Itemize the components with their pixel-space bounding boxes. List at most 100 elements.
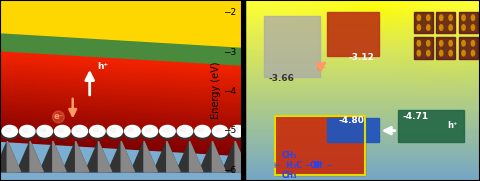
Polygon shape bbox=[0, 113, 242, 130]
Polygon shape bbox=[0, 58, 242, 74]
Bar bbox=[245, 147, 480, 149]
Bar bbox=[245, 93, 480, 95]
Circle shape bbox=[195, 125, 210, 137]
Circle shape bbox=[23, 128, 28, 132]
Polygon shape bbox=[0, 131, 242, 148]
Circle shape bbox=[212, 127, 228, 139]
Text: -3.66: -3.66 bbox=[268, 74, 294, 83]
Circle shape bbox=[72, 125, 87, 137]
Polygon shape bbox=[0, 89, 242, 105]
Text: h⁺: h⁺ bbox=[447, 121, 457, 130]
Text: ⊢  H₃C − N⁺ −: ⊢ H₃C − N⁺ − bbox=[274, 161, 333, 170]
Bar bbox=[245, 54, 480, 56]
Bar bbox=[245, 179, 480, 181]
Bar bbox=[245, 131, 480, 133]
Polygon shape bbox=[17, 141, 43, 172]
Circle shape bbox=[198, 128, 204, 132]
Ellipse shape bbox=[436, 23, 453, 40]
FancyBboxPatch shape bbox=[414, 37, 433, 59]
Circle shape bbox=[440, 15, 443, 20]
Polygon shape bbox=[0, 112, 242, 128]
Ellipse shape bbox=[349, 0, 399, 18]
Polygon shape bbox=[0, 123, 242, 139]
Bar bbox=[245, 111, 480, 113]
Bar bbox=[245, 118, 480, 120]
Bar bbox=[245, 109, 480, 111]
Circle shape bbox=[216, 128, 221, 132]
Bar bbox=[245, 2, 480, 5]
Polygon shape bbox=[0, 109, 242, 125]
Ellipse shape bbox=[365, 4, 383, 12]
Circle shape bbox=[160, 125, 175, 137]
Bar bbox=[245, 66, 480, 68]
Circle shape bbox=[417, 25, 420, 30]
Circle shape bbox=[125, 125, 140, 137]
Bar bbox=[245, 50, 480, 52]
Circle shape bbox=[142, 125, 157, 137]
Polygon shape bbox=[235, 141, 249, 172]
Polygon shape bbox=[0, 63, 242, 79]
Bar bbox=[245, 9, 480, 11]
Circle shape bbox=[5, 128, 11, 132]
Text: h⁺: h⁺ bbox=[97, 62, 108, 71]
Circle shape bbox=[75, 128, 81, 132]
Polygon shape bbox=[0, 70, 242, 86]
Bar bbox=[245, 122, 480, 125]
Bar bbox=[245, 163, 480, 165]
Ellipse shape bbox=[441, 28, 448, 35]
Bar bbox=[327, 118, 379, 142]
Bar bbox=[245, 59, 480, 61]
Polygon shape bbox=[154, 141, 180, 172]
FancyBboxPatch shape bbox=[436, 12, 456, 33]
Circle shape bbox=[427, 50, 430, 56]
Bar bbox=[245, 77, 480, 79]
Polygon shape bbox=[0, 128, 242, 144]
Bar bbox=[245, 25, 480, 27]
Polygon shape bbox=[98, 141, 112, 172]
Circle shape bbox=[229, 127, 246, 139]
Bar bbox=[245, 86, 480, 88]
Circle shape bbox=[19, 127, 36, 139]
Bar bbox=[245, 170, 480, 172]
Circle shape bbox=[462, 41, 465, 46]
Bar bbox=[245, 143, 480, 145]
Bar bbox=[245, 113, 480, 115]
FancyBboxPatch shape bbox=[459, 12, 478, 33]
Circle shape bbox=[177, 125, 193, 137]
Circle shape bbox=[462, 25, 465, 30]
Bar bbox=[245, 79, 480, 81]
Circle shape bbox=[180, 128, 186, 132]
Polygon shape bbox=[62, 141, 89, 172]
Circle shape bbox=[107, 127, 123, 139]
Bar bbox=[245, 20, 480, 23]
Polygon shape bbox=[131, 141, 157, 172]
Polygon shape bbox=[0, 55, 242, 71]
Bar bbox=[245, 88, 480, 90]
Circle shape bbox=[449, 41, 452, 46]
Polygon shape bbox=[121, 141, 134, 172]
Bar bbox=[245, 63, 480, 66]
Polygon shape bbox=[0, 107, 242, 123]
Circle shape bbox=[1, 127, 18, 139]
Circle shape bbox=[212, 125, 228, 137]
Circle shape bbox=[449, 50, 452, 56]
Circle shape bbox=[440, 25, 443, 30]
FancyBboxPatch shape bbox=[414, 12, 433, 33]
Bar bbox=[245, 151, 480, 154]
Polygon shape bbox=[0, 25, 242, 65]
Circle shape bbox=[462, 15, 465, 20]
Polygon shape bbox=[0, 133, 242, 149]
Polygon shape bbox=[0, 66, 242, 82]
Polygon shape bbox=[0, 45, 242, 61]
Bar bbox=[245, 95, 480, 97]
Polygon shape bbox=[0, 83, 242, 99]
Circle shape bbox=[90, 125, 105, 137]
Circle shape bbox=[177, 127, 193, 139]
Polygon shape bbox=[0, 120, 242, 136]
Bar bbox=[245, 136, 480, 138]
Polygon shape bbox=[0, 71, 242, 87]
Polygon shape bbox=[0, 60, 242, 76]
Bar bbox=[245, 149, 480, 151]
Ellipse shape bbox=[354, 0, 394, 16]
Bar bbox=[245, 158, 480, 161]
